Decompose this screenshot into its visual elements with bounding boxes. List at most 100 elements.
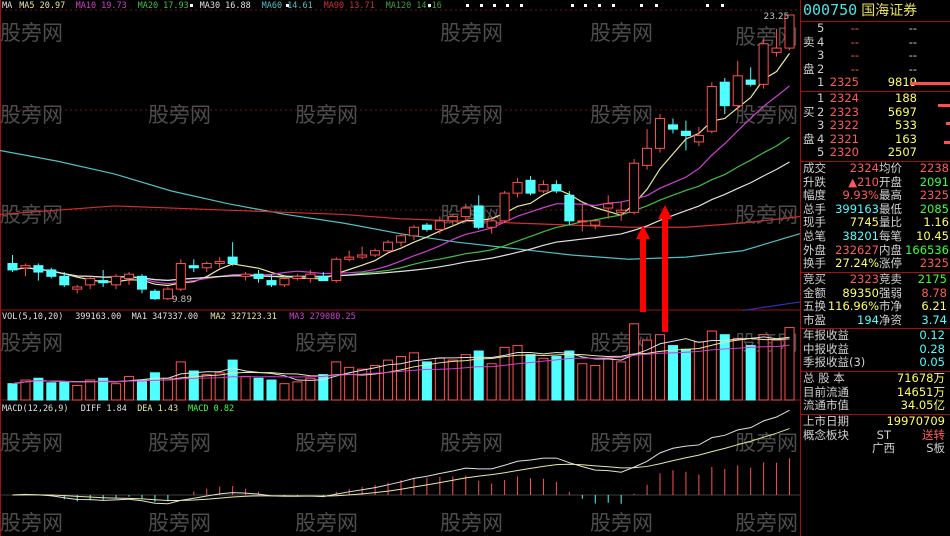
candle bbox=[253, 269, 264, 283]
volume-bar bbox=[512, 345, 523, 401]
event-marker bbox=[640, 4, 643, 7]
up-arrow-annotation bbox=[658, 205, 672, 332]
shares-row-cell: 34.05亿 bbox=[900, 398, 945, 413]
depth-bar bbox=[946, 122, 950, 125]
candle-body bbox=[357, 254, 368, 258]
concept-row: 概念板块 ST 送转 bbox=[801, 427, 950, 443]
buy-level-cell: 2 bbox=[817, 104, 825, 119]
candle-body bbox=[771, 47, 782, 53]
volume-bar bbox=[732, 337, 743, 401]
candle-body bbox=[253, 273, 264, 279]
concept-row: 广西 S板 bbox=[801, 442, 950, 456]
sell-level-cell: 4 bbox=[817, 34, 825, 49]
candle-body bbox=[175, 263, 186, 290]
candle bbox=[447, 214, 458, 226]
volume-bar bbox=[136, 379, 148, 401]
stat-row-cell: 市盈 bbox=[803, 312, 826, 327]
event-marker bbox=[428, 4, 431, 7]
candle bbox=[732, 60, 743, 110]
candle-body bbox=[46, 269, 57, 277]
volume-bar bbox=[331, 361, 342, 401]
sell-level-cell: 卖 bbox=[803, 34, 815, 49]
candle bbox=[124, 272, 135, 285]
listing-date-row: 上市日期 19970709 bbox=[801, 414, 950, 429]
candle bbox=[162, 286, 173, 300]
volume-bar bbox=[7, 383, 18, 401]
volume-bar bbox=[642, 339, 653, 401]
earnings-row-cell: 0.12 bbox=[919, 328, 945, 342]
depth-bar bbox=[938, 104, 950, 107]
candle-body bbox=[784, 14, 795, 49]
volume-bar bbox=[654, 334, 666, 401]
concept-row-cell: 概念板块 bbox=[803, 427, 849, 442]
watermark: 股旁网 bbox=[735, 103, 798, 127]
arrow-shaft bbox=[662, 217, 668, 332]
candle bbox=[357, 246, 368, 260]
candle-body bbox=[98, 280, 109, 284]
watermark: 股旁网 bbox=[0, 431, 63, 455]
candle bbox=[370, 248, 381, 258]
volume-bar bbox=[719, 334, 730, 401]
watermark: 股旁网 bbox=[590, 431, 653, 455]
candle bbox=[175, 259, 186, 292]
volume-bar bbox=[33, 377, 44, 401]
candle-body bbox=[383, 241, 394, 252]
sell-level-cell: 2 bbox=[817, 61, 825, 76]
volume-bar bbox=[214, 372, 225, 401]
volume-bar bbox=[344, 366, 355, 401]
candle bbox=[227, 242, 238, 266]
macd-line bbox=[12, 409, 790, 505]
candle bbox=[395, 233, 407, 247]
divider bbox=[801, 161, 950, 162]
shares-row-cell: 流通市值 bbox=[803, 398, 849, 413]
candle-body bbox=[473, 205, 484, 228]
earnings-row: 季报收益(3) 0.05 bbox=[801, 356, 950, 370]
buy-level-cell: 2323 bbox=[829, 104, 859, 119]
event-marker bbox=[721, 4, 724, 7]
buy-level: 盘 4 2321 163 bbox=[801, 132, 950, 147]
buy-level-cell: 2507 bbox=[887, 145, 917, 160]
volume-bar bbox=[577, 363, 588, 401]
candle-body bbox=[719, 81, 730, 107]
sell-level-cell: -- bbox=[908, 21, 917, 35]
stat-row-cell: 市净 bbox=[879, 299, 902, 314]
sell-level: 1 2325 9819 bbox=[801, 76, 950, 90]
watermark: 股旁网 bbox=[440, 511, 503, 535]
candle bbox=[434, 216, 445, 234]
volume-bar bbox=[486, 363, 497, 401]
candle bbox=[706, 82, 717, 134]
stat-row: 竞买 2323 竞卖 2175 bbox=[801, 272, 950, 287]
sell-level-cell: -- bbox=[908, 48, 917, 63]
candle-body bbox=[331, 258, 342, 282]
event-marker bbox=[506, 4, 509, 7]
candle bbox=[421, 222, 432, 232]
volume-bar bbox=[98, 377, 109, 401]
candle bbox=[616, 201, 627, 221]
sell-level-cell: -- bbox=[850, 21, 859, 35]
sell-level-cell: -- bbox=[850, 34, 859, 49]
sell-level-cell: -- bbox=[850, 48, 859, 63]
candle-body bbox=[577, 220, 588, 223]
stat-row: 五换 116.96% 市净 6.21 bbox=[801, 300, 950, 314]
watermark: 股旁网 bbox=[0, 21, 63, 45]
candle bbox=[279, 276, 290, 287]
stat-row-cell: 现手 bbox=[803, 215, 826, 230]
candle-body bbox=[305, 273, 316, 279]
stat-row-cell: 均价 bbox=[879, 161, 902, 175]
event-marker bbox=[493, 4, 496, 7]
stat-row: 总手 399163 最低 2085 bbox=[801, 202, 950, 217]
candle-body bbox=[162, 288, 173, 300]
ma-legend-item: MA30 16.88 bbox=[200, 1, 251, 11]
depth-bar bbox=[944, 141, 950, 144]
ma-legend-item: MA10 19.73 bbox=[76, 1, 127, 11]
volume-ma-line bbox=[12, 344, 790, 385]
divider bbox=[801, 371, 950, 372]
volume-bar bbox=[745, 345, 756, 401]
candle bbox=[85, 276, 96, 290]
volume-bar bbox=[706, 330, 717, 401]
sell-level: 卖 4 -- -- bbox=[801, 34, 950, 50]
candle bbox=[98, 269, 109, 287]
stat-row-cell: 232627 bbox=[835, 242, 879, 257]
candle-body bbox=[538, 184, 549, 192]
